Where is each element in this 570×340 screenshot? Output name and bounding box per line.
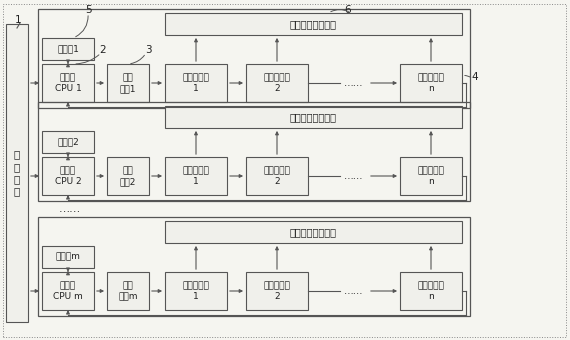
- Text: 驱动
芝片m: 驱动 芝片m: [118, 281, 138, 301]
- Bar: [165, 157, 227, 195]
- Text: 提花机电磁驱动板: 提花机电磁驱动板: [290, 227, 337, 237]
- Bar: [165, 64, 227, 102]
- Text: 驱动
芝片1: 驱动 芝片1: [120, 73, 136, 93]
- Text: 存储器m: 存储器m: [55, 253, 80, 261]
- Text: ……: ……: [59, 204, 81, 214]
- Bar: [42, 246, 94, 268]
- Text: 提花机电磁驱动板: 提花机电磁驱动板: [290, 19, 337, 29]
- Bar: [6, 24, 28, 322]
- Text: 主
处
理
器: 主 处 理 器: [14, 149, 20, 197]
- Bar: [165, 13, 462, 35]
- Bar: [107, 157, 149, 195]
- Text: 提花机电磁驱动板: 提花机电磁驱动板: [290, 112, 337, 122]
- Bar: [400, 157, 462, 195]
- Bar: [38, 9, 470, 108]
- Text: 移位寄存器
2: 移位寄存器 2: [263, 73, 291, 93]
- Text: 驱动
芝片2: 驱动 芝片2: [120, 166, 136, 186]
- Bar: [42, 38, 94, 60]
- Text: 下位机
CPU 1: 下位机 CPU 1: [55, 73, 82, 93]
- Bar: [42, 131, 94, 153]
- Bar: [165, 106, 462, 128]
- Text: 存储剹2: 存储剹2: [57, 137, 79, 147]
- Text: 4: 4: [472, 72, 478, 82]
- Bar: [246, 272, 308, 310]
- Text: 下位机
CPU 2: 下位机 CPU 2: [55, 166, 82, 186]
- Bar: [246, 157, 308, 195]
- Text: 移位寄存器
2: 移位寄存器 2: [263, 281, 291, 301]
- Text: ……: ……: [344, 78, 364, 88]
- Text: 移位寄存器
n: 移位寄存器 n: [418, 73, 445, 93]
- Text: 移位寄存器
n: 移位寄存器 n: [418, 281, 445, 301]
- Text: 移位寄存器
n: 移位寄存器 n: [418, 166, 445, 186]
- Bar: [42, 157, 94, 195]
- Bar: [107, 64, 149, 102]
- Text: 移位寄存器
1: 移位寄存器 1: [182, 73, 209, 93]
- Text: 5: 5: [85, 5, 91, 15]
- Text: 3: 3: [145, 45, 151, 55]
- Text: 移位寄存器
1: 移位寄存器 1: [182, 166, 209, 186]
- Text: 6: 6: [345, 5, 351, 15]
- Bar: [165, 272, 227, 310]
- Text: ……: ……: [344, 171, 364, 181]
- Bar: [165, 221, 462, 243]
- Text: 2: 2: [100, 45, 107, 55]
- Bar: [42, 64, 94, 102]
- Bar: [400, 272, 462, 310]
- Text: 移位寄存器
1: 移位寄存器 1: [182, 281, 209, 301]
- Bar: [38, 217, 470, 316]
- Text: ……: ……: [344, 286, 364, 296]
- Text: 1: 1: [15, 15, 21, 25]
- Bar: [107, 272, 149, 310]
- Bar: [38, 102, 470, 201]
- Text: 下位机
CPU m: 下位机 CPU m: [53, 281, 83, 301]
- Bar: [246, 64, 308, 102]
- Text: 移位寄存器
2: 移位寄存器 2: [263, 166, 291, 186]
- Bar: [42, 272, 94, 310]
- Bar: [400, 64, 462, 102]
- Text: 存储剹1: 存储剹1: [57, 45, 79, 53]
